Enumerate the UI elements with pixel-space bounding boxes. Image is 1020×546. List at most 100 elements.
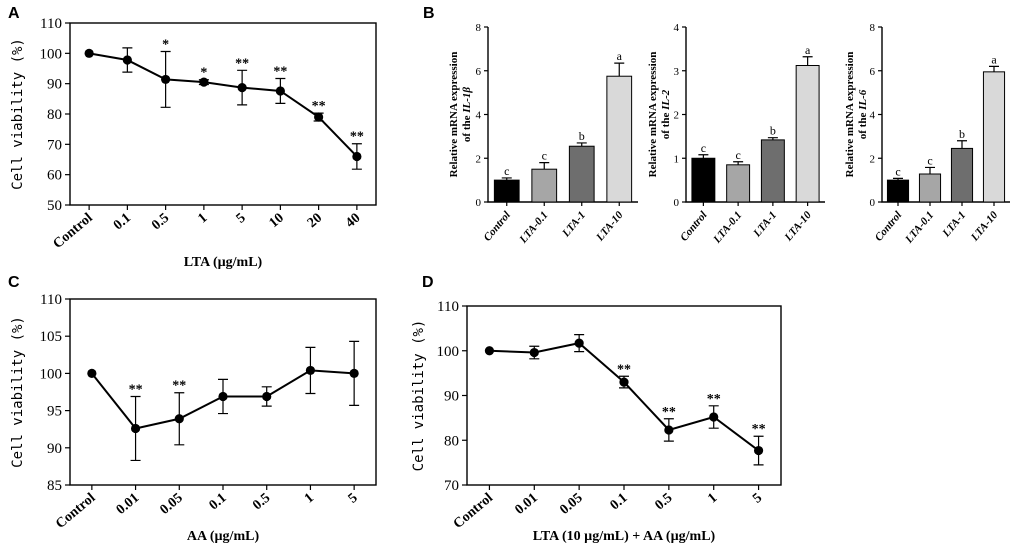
bar: [568, 145, 595, 203]
x-tick-label: LTA-0.1: [711, 209, 745, 246]
x-tick-label: 1: [705, 491, 720, 507]
y-tick-label: 90: [444, 389, 459, 405]
y-tick-label: 0: [674, 197, 680, 209]
x-tick-label: LTA-1: [559, 209, 588, 240]
significance-letter: a: [991, 52, 997, 66]
x-tick-label: 5: [234, 211, 249, 227]
data-point: [87, 368, 97, 378]
error-bar: [614, 62, 625, 77]
y-tick-label: 100: [437, 344, 460, 360]
y-tick-label: 2: [870, 153, 876, 165]
significance-marker: **: [752, 422, 766, 437]
bar: [691, 157, 716, 203]
significance-marker: **: [617, 362, 631, 377]
significance-letter: c: [895, 164, 900, 178]
bar: [950, 147, 974, 203]
y-tick-label: 8: [476, 22, 482, 34]
data-point: [122, 55, 132, 65]
x-tick-label: Control: [678, 209, 710, 244]
y-tick-label: 85: [47, 478, 62, 494]
x-tick-label: 40: [343, 211, 363, 231]
x-tick-label: Control: [50, 211, 95, 252]
x-tick-label: 0.1: [207, 491, 230, 514]
chart-B2: 0 1 2 3 4 c Control c LTA-0.1 b LTA-1 a LTA-10 Relati…: [647, 22, 825, 246]
y-axis-title-prefix: of the: [461, 113, 473, 142]
x-tick-label: LTA-10: [782, 209, 814, 244]
chart-D: D 70 80 90 100 110 Control 0.01 0.05 0.1 0.5 1 5 ** **…: [411, 274, 782, 544]
y-tick-label: 80: [444, 433, 459, 449]
data-point: [305, 365, 316, 376]
y-tick-label: 95: [47, 404, 62, 420]
x-tick-label: 0.05: [557, 491, 585, 518]
y-axis-title-gene: IL-6: [857, 89, 869, 111]
x-tick-label: Control: [873, 209, 905, 244]
data-point: [275, 86, 285, 96]
x-tick-label: 5: [750, 491, 765, 507]
y-tick-label: 105: [40, 329, 63, 345]
x-tick-label: 0.5: [149, 211, 172, 234]
bar: [918, 173, 942, 203]
y-axis-title-gene: IL-1β: [461, 87, 473, 114]
bar: [760, 139, 785, 203]
x-tick-label: LTA-10: [968, 209, 1000, 244]
chart-B3: 0 2 4 6 8 c Control c LTA-0.1 b LTA-1 a LTA-10 Relati…: [844, 22, 1010, 246]
data-point: [709, 412, 719, 422]
data-point: [174, 414, 184, 424]
y-tick-label: 2: [674, 110, 680, 122]
data-point: [619, 377, 629, 387]
data-point: [753, 445, 764, 456]
significance-marker: **: [707, 392, 721, 407]
data-point: [262, 391, 272, 402]
x-tick-label: 5: [346, 491, 361, 507]
significance-marker: **: [350, 130, 364, 145]
x-tick-label: 0.05: [157, 491, 185, 518]
significance-letter: a: [805, 43, 811, 57]
x-tick-label: 1: [195, 211, 210, 227]
data-point: [484, 346, 495, 356]
significance-marker: *: [200, 66, 207, 81]
x-tick-label: 0.5: [652, 491, 675, 514]
significance-letter: c: [542, 149, 547, 163]
x-tick-label: 20: [305, 211, 325, 231]
significance-letter: c: [927, 153, 932, 167]
panel-label-B: B: [423, 5, 435, 22]
y-tick-label: 80: [47, 107, 62, 123]
significance-letter: b: [770, 124, 776, 138]
data-point: [314, 112, 324, 122]
bar: [795, 65, 820, 203]
x-axis-title: AA (µg/mL): [187, 529, 260, 544]
error-bar: [925, 166, 935, 174]
y-axis-title: Cell viability (%): [10, 316, 26, 468]
panel-label-C: C: [8, 274, 20, 291]
error-bar: [539, 162, 550, 170]
data-point: [349, 368, 359, 378]
plot-frame: [466, 305, 782, 486]
significance-letter: c: [504, 164, 509, 178]
error-bar: [698, 154, 709, 159]
bar: [726, 164, 751, 203]
x-tick-label: 10: [267, 211, 287, 231]
data-point: [218, 391, 228, 402]
y-tick-label: 70: [444, 478, 459, 494]
data-point: [161, 74, 171, 85]
x-tick-label: LTA-1: [940, 209, 969, 240]
panel-label-D: D: [422, 274, 434, 291]
error-bar: [501, 177, 512, 181]
y-axis-title-line1: Relative mRNA expression: [844, 52, 856, 178]
x-axis-title: LTA (10 µg/mL) + AA (µg/mL): [533, 529, 716, 544]
y-tick-label: 4: [870, 110, 876, 122]
significance-letter: a: [617, 49, 623, 63]
panel-label-A: A: [8, 5, 20, 22]
bar: [886, 179, 910, 203]
x-tick-label: LTA-1: [751, 209, 780, 240]
significance-marker: **: [662, 405, 676, 420]
y-axis-title-line2: of the IL-6: [857, 89, 869, 139]
y-tick-label: 90: [47, 441, 62, 457]
x-tick-label: 0.01: [114, 491, 142, 518]
y-tick-label: 100: [40, 366, 63, 382]
bar: [982, 71, 1006, 203]
x-tick-label: 1: [302, 491, 317, 507]
y-tick-label: 110: [40, 16, 62, 32]
